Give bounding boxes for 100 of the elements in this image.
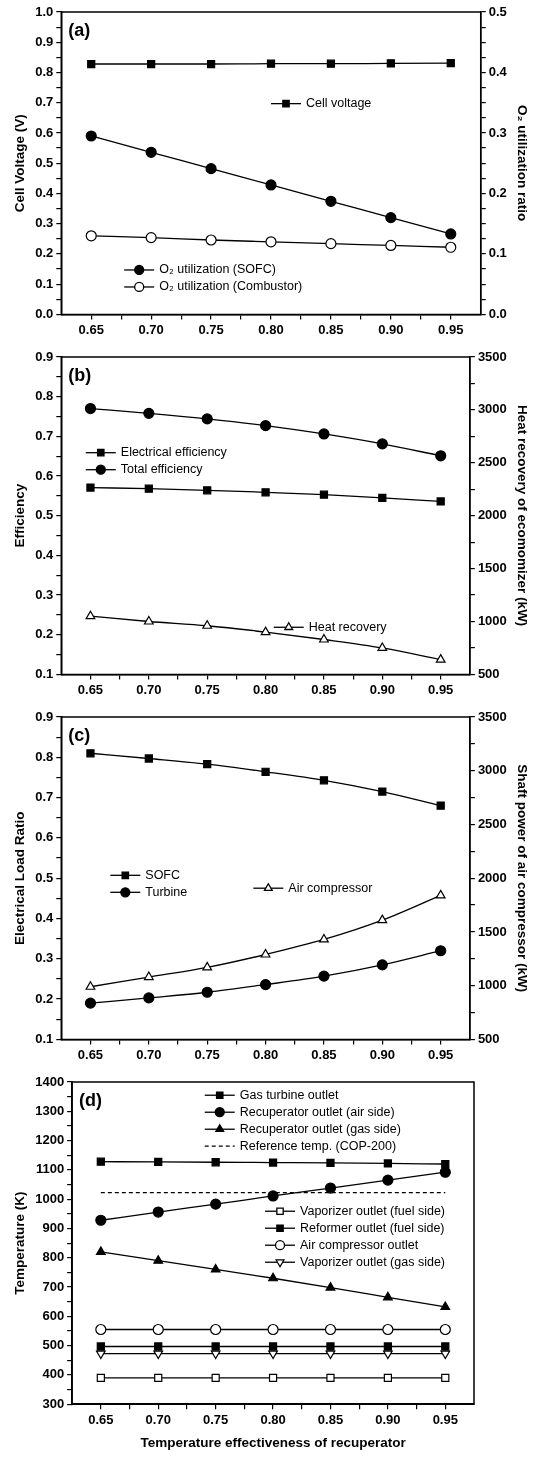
point — [211, 1158, 220, 1167]
point — [143, 971, 154, 981]
point — [154, 1373, 163, 1382]
point — [440, 1301, 451, 1311]
y2-tick-label: 1000 — [477, 613, 507, 629]
point — [95, 1246, 106, 1255]
y-tick-label: 0.1 — [35, 275, 54, 291]
point — [377, 642, 388, 652]
point — [202, 961, 213, 971]
point — [265, 179, 277, 191]
legend-label: Cell voltage — [306, 96, 372, 111]
point — [326, 1342, 335, 1351]
y2-axis-title: Heat recovery of ecomomizer (kW) — [515, 405, 531, 627]
y-tick-label: 1.0 — [35, 3, 54, 19]
legend-label: Reformer outlet (fuel side) — [300, 1220, 445, 1235]
y2-axis-title: O₂ utilization ratio — [515, 105, 531, 222]
point — [378, 787, 387, 796]
y2-tick-label: 0.2 — [488, 185, 507, 201]
point — [325, 1282, 336, 1291]
point — [324, 1323, 337, 1336]
x-tick-label: 0.85 — [311, 1046, 337, 1062]
point — [84, 402, 97, 415]
x-tick-label: 0.80 — [260, 1411, 286, 1427]
legend-label: Vaporizer outlet (gas side) — [300, 1254, 446, 1269]
x-tick-label: 0.65 — [77, 1046, 104, 1062]
point — [385, 239, 397, 252]
y-tick-label: 500 — [42, 1337, 65, 1353]
point — [201, 986, 213, 998]
point — [143, 992, 155, 1004]
y-tick-label: 0.5 — [35, 154, 54, 170]
point — [319, 933, 329, 943]
point — [325, 1350, 336, 1360]
y-tick-label: 0.6 — [35, 124, 54, 140]
point — [319, 633, 329, 643]
point — [325, 238, 337, 250]
point — [203, 486, 212, 495]
y-tick-label: 1300 — [35, 1102, 65, 1118]
point — [143, 615, 154, 625]
point — [268, 1373, 278, 1382]
point — [86, 483, 95, 492]
point — [260, 948, 271, 958]
y-tick-label: 0.6 — [35, 467, 54, 483]
point — [145, 146, 157, 158]
y-tick-label: 0.8 — [35, 388, 54, 404]
y2-tick-label: 3500 — [477, 708, 507, 724]
point — [153, 1255, 164, 1264]
point — [86, 749, 95, 758]
point — [96, 1157, 105, 1166]
point — [268, 1350, 278, 1360]
legend-label: Heat recovery — [308, 619, 388, 634]
point — [441, 1373, 450, 1382]
x-tick-label: 0.95 — [432, 1411, 458, 1427]
point — [95, 1323, 107, 1336]
point — [261, 488, 270, 497]
y-axis-title: Temperature (K) — [11, 1191, 27, 1295]
point — [205, 234, 217, 246]
y-tick-label: 0.3 — [35, 215, 54, 231]
point — [435, 653, 446, 663]
y2-tick-label: 2500 — [477, 454, 507, 470]
y-tick-label: 0.3 — [35, 586, 54, 602]
legend-label: Recuperator outlet (air side) — [239, 1104, 395, 1119]
point — [260, 626, 271, 636]
x-tick-label: 0.95 — [438, 321, 464, 337]
point — [378, 493, 387, 502]
y-axis-title: Efficiency — [11, 483, 27, 548]
point — [95, 1214, 107, 1226]
point — [265, 236, 277, 248]
x-tick-label: 0.95 — [428, 681, 454, 697]
x-axis-title: Temperature effectiveness of recuperator — [140, 1434, 407, 1450]
point — [152, 1323, 164, 1336]
y-tick-label: 600 — [42, 1307, 65, 1323]
legend-label: O₂ utilization (Combustor) — [159, 279, 303, 294]
annotation: (c) — [68, 725, 91, 745]
point — [85, 981, 96, 990]
legend-label: Air compressor outlet — [300, 1237, 419, 1252]
point — [436, 497, 445, 506]
y-tick-label: 400 — [42, 1366, 65, 1382]
point — [324, 1182, 337, 1194]
point — [441, 1342, 450, 1351]
point — [440, 1350, 451, 1360]
y2-tick-label: 500 — [477, 1030, 500, 1046]
y2-tick-label: 0.5 — [488, 3, 507, 19]
x-tick-label: 0.65 — [88, 1411, 114, 1427]
point — [385, 212, 397, 224]
y-tick-label: 900 — [42, 1220, 65, 1236]
point — [154, 1342, 163, 1351]
y-tick-label: 0.9 — [35, 348, 54, 364]
x-tick-label: 0.80 — [252, 681, 279, 697]
point — [383, 1373, 393, 1382]
y-axis-title: Electrical Load Ratio — [11, 811, 27, 945]
y-tick-label: 0.9 — [35, 708, 54, 724]
y2-tick-label: 0.0 — [488, 305, 507, 321]
point — [267, 1323, 279, 1336]
x-tick-label: 0.70 — [136, 681, 162, 697]
y-tick-label: 0.2 — [35, 990, 54, 1006]
point — [210, 1350, 221, 1360]
y-tick-label: 0.5 — [35, 507, 54, 523]
y-tick-label: 0.8 — [35, 748, 54, 764]
x-tick-label: 0.80 — [252, 1046, 279, 1062]
point — [325, 195, 337, 207]
